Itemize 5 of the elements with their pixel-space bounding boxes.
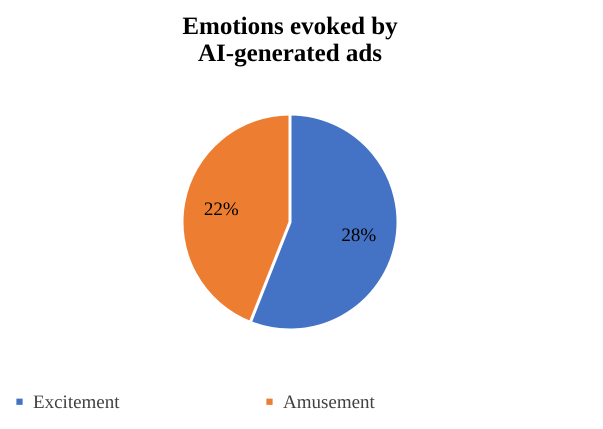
legend-label: Amusement [283,392,376,413]
data-label: 22% [204,198,239,220]
chart-title: Emotions evoked by AI-generated ads [182,13,398,67]
data-label: 28% [341,225,376,246]
legend-label: Excitement [33,392,120,413]
